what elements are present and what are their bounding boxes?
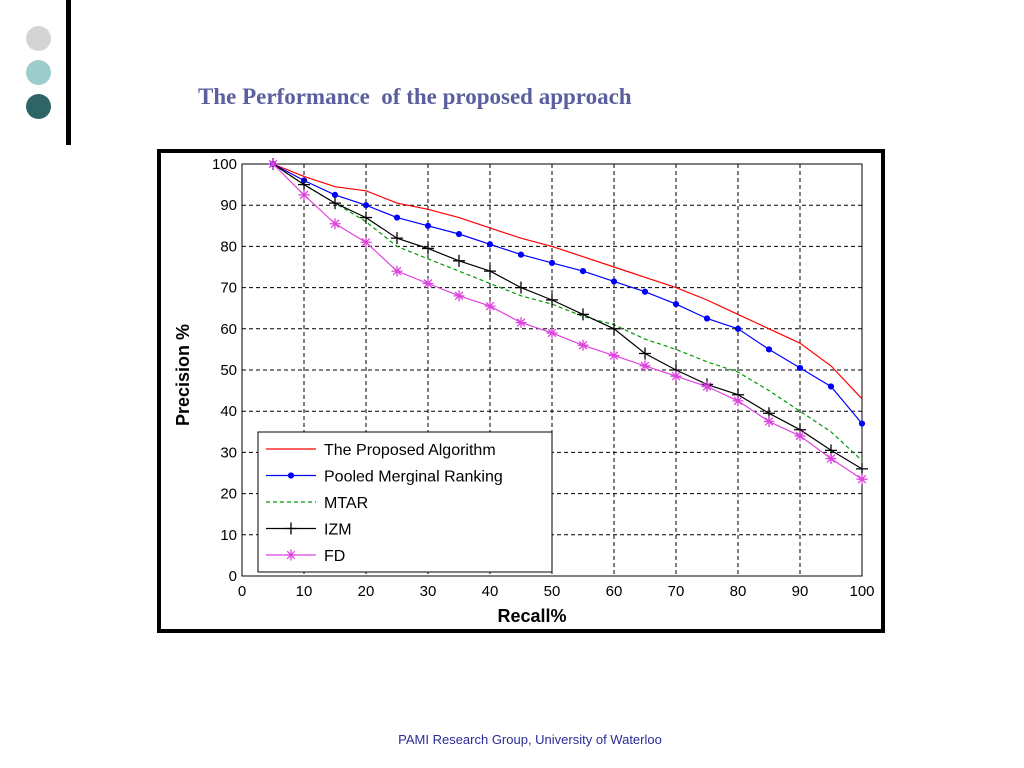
data-point-series-5	[670, 370, 682, 382]
chart-frame: 0 10 20 30 40 50 60 70 80 90 100 0 10 20 30 40 50 60 70 80 9…	[157, 149, 885, 633]
legend-swatch-marker	[287, 472, 295, 479]
data-point-series-2	[424, 222, 432, 229]
data-point-series-2	[796, 364, 804, 372]
data-point-series-5	[360, 236, 372, 248]
y-tick-label: 90	[220, 197, 237, 214]
data-point-series-2	[362, 202, 370, 209]
data-point-series-2	[393, 214, 401, 221]
data-point-series-5	[391, 265, 403, 277]
series-line-2	[272, 163, 863, 424]
data-point-series-2	[610, 278, 618, 285]
data-point-series-5	[577, 339, 589, 351]
data-point-series-4	[639, 347, 651, 360]
data-point-series-5	[608, 350, 620, 362]
data-point-series-2	[734, 325, 742, 332]
x-tick-label: 30	[420, 583, 437, 600]
legend-swatch-marker	[285, 549, 297, 561]
data-point-series-4	[453, 254, 465, 267]
y-tick-label: 0	[229, 568, 237, 585]
series-line-5	[272, 163, 863, 480]
y-tick-label: 60	[220, 321, 237, 338]
data-point-series-2	[765, 346, 773, 353]
y-tick-label: 100	[212, 156, 237, 173]
data-point-series-2	[548, 259, 556, 266]
y-tick-label: 70	[220, 280, 237, 297]
data-point-series-5	[701, 380, 713, 392]
data-point-series-5	[732, 395, 744, 407]
x-axis-label: Recall%	[497, 606, 566, 626]
slide-bullet-dot-2	[26, 60, 51, 85]
data-point-series-4	[546, 293, 558, 306]
data-point-series-4	[422, 242, 434, 255]
series-line-4	[272, 163, 863, 470]
x-tick-label: 60	[606, 583, 623, 600]
data-point-series-5	[298, 189, 310, 201]
slide-accent-bar	[66, 0, 71, 145]
data-point-series-2	[858, 420, 866, 427]
data-point-series-4	[329, 197, 341, 210]
slide-title: The Performance of the proposed approach	[198, 84, 632, 109]
data-point-series-2	[455, 230, 463, 238]
slide-bullet-dot-1	[26, 26, 51, 51]
slide-footer: PAMI Research Group, University of Water…	[398, 732, 662, 747]
data-point-series-5	[794, 430, 806, 442]
legend-label: MTAR	[324, 495, 368, 512]
data-point-series-5	[453, 290, 465, 302]
data-point-series-4	[515, 281, 527, 294]
data-point-series-4	[298, 178, 310, 191]
y-tick-label: 80	[220, 238, 237, 255]
y-axis-label: Precision %	[173, 324, 193, 426]
data-point-series-5	[515, 317, 527, 329]
x-tick-label: 100	[849, 583, 874, 600]
data-point-series-4	[577, 308, 589, 321]
data-point-series-5	[422, 277, 434, 289]
x-tick-label: 50	[544, 583, 561, 600]
data-point-series-2	[641, 288, 649, 295]
x-tick-label: 20	[358, 583, 375, 600]
y-tick-label: 30	[220, 444, 237, 461]
series-line-1	[272, 163, 863, 400]
data-point-series-2	[486, 241, 494, 248]
data-point-series-5	[825, 453, 837, 465]
legend-label: The Proposed Algorithm	[324, 442, 496, 459]
data-point-series-4	[484, 265, 496, 278]
data-point-series-5	[484, 300, 496, 312]
data-point-series-5	[763, 416, 775, 427]
x-tick-label: 70	[668, 583, 685, 600]
legend-label: IZM	[324, 522, 352, 539]
x-tick-label: 40	[482, 583, 499, 600]
y-tick-label: 50	[220, 362, 237, 379]
data-point-series-4	[856, 462, 868, 475]
legend-label: FD	[324, 548, 345, 565]
data-point-series-4	[391, 232, 403, 245]
data-point-series-2	[703, 315, 711, 322]
data-point-series-5	[267, 158, 279, 170]
x-tick-label: 80	[730, 583, 747, 600]
y-tick-label: 10	[220, 527, 237, 544]
data-point-series-2	[331, 191, 339, 199]
legend-label: Pooled Merginal Ranking	[324, 469, 503, 486]
slide-bullet-dot-3	[26, 94, 51, 119]
data-point-series-5	[329, 218, 341, 230]
legend-swatch-marker	[285, 522, 297, 535]
data-point-series-2	[672, 300, 680, 308]
data-point-series-5	[639, 360, 651, 372]
precision-recall-chart: 0 10 20 30 40 50 60 70 80 90 100 0 10 20 30 40 50 60 70 80 9…	[173, 156, 875, 626]
data-point-series-2	[827, 383, 835, 390]
series-line-3	[272, 163, 863, 462]
data-point-series-5	[856, 473, 868, 485]
data-point-series-2	[517, 251, 525, 258]
data-point-series-4	[608, 322, 620, 335]
data-point-series-5	[546, 327, 558, 339]
data-point-series-2	[579, 268, 587, 275]
plot-area-border	[241, 163, 863, 577]
y-tick-label: 40	[220, 403, 237, 420]
x-tick-label: 0	[238, 583, 246, 600]
y-tick-label: 20	[220, 486, 237, 503]
data-point-series-4	[360, 211, 372, 224]
x-tick-label: 90	[792, 583, 809, 600]
legend-box	[257, 431, 553, 573]
x-tick-label: 10	[296, 583, 313, 600]
